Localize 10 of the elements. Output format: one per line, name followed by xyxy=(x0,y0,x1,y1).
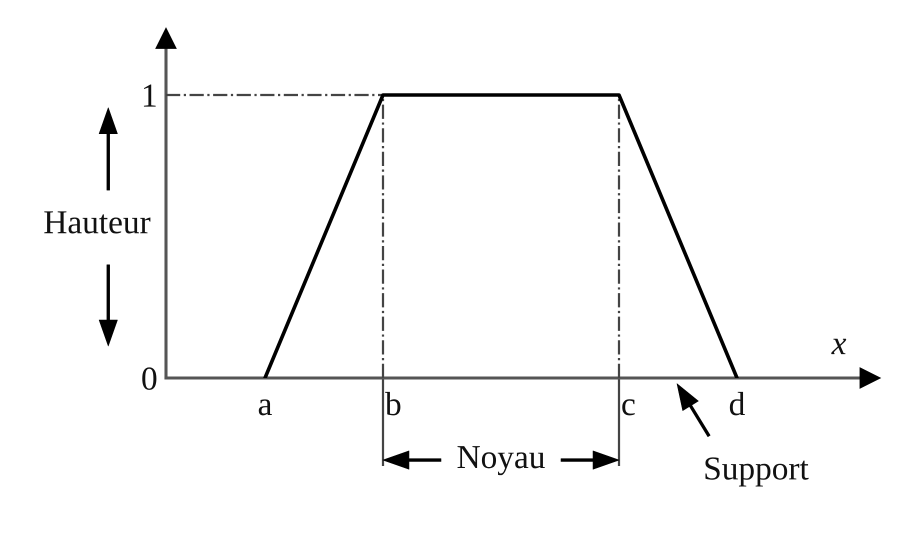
x-axis-title: x xyxy=(831,338,846,354)
x-tick-label: d xyxy=(730,392,745,416)
text: Hauteur xyxy=(44,211,150,234)
y-tick-label: 0 xyxy=(142,367,156,390)
text: Support xyxy=(705,457,809,487)
x-tick-label: a xyxy=(258,399,272,416)
x-tick-label: c xyxy=(622,399,635,416)
x-tick-label: b xyxy=(385,392,400,416)
text: Noyau xyxy=(458,446,545,476)
y-tick-label: 1 xyxy=(144,84,156,107)
